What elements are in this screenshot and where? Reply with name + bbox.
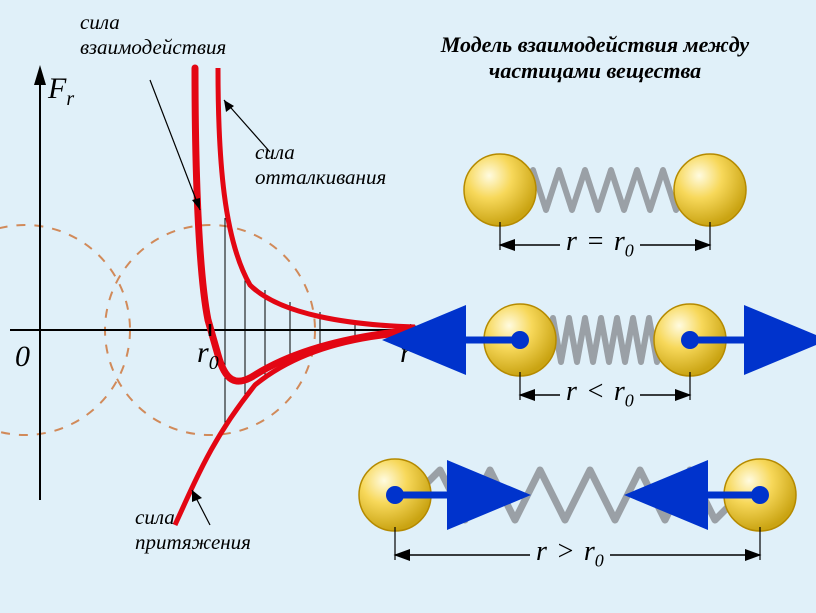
spring-models — [0, 0, 816, 613]
lt-label: r < r0 — [560, 376, 640, 412]
eq-label: r = r0 — [560, 226, 640, 262]
gt-label: r > r0 — [530, 536, 610, 572]
